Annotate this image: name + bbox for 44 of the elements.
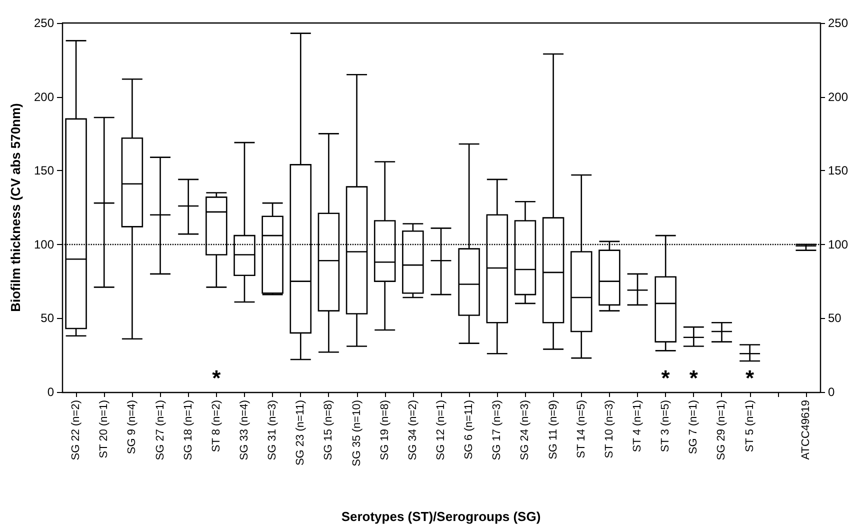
y2-tick-label: 250 xyxy=(828,16,848,30)
x-tick-label: SG 35 (n=10) xyxy=(350,400,363,466)
x-tick-label: ST 8 (n=2) xyxy=(210,400,222,452)
x-tick-label: ST 5 (n=1) xyxy=(744,400,756,452)
y2-tick-label: 150 xyxy=(828,164,848,178)
x-tick-label: SG 18 (n=1) xyxy=(182,400,194,460)
x-tick-label: SG 15 (n=8) xyxy=(322,400,335,460)
x-tick-label: ST 14 (n=5) xyxy=(575,400,588,458)
x-tick-label: SG 27 (n=1) xyxy=(154,400,166,460)
y-tick-label: 100 xyxy=(34,237,54,252)
x-tick-label: SG 31 (n=3) xyxy=(266,400,279,460)
x-tick-label: SG 29 (n=1) xyxy=(716,400,728,460)
x-tick-label: SG 19 (n=8) xyxy=(378,400,391,460)
x-tick-label: ST 4 (n=1) xyxy=(632,400,644,452)
x-tick-label: SG 34 (n=2) xyxy=(406,400,419,460)
y2-tick-label: 0 xyxy=(828,385,835,399)
x-tick-label: SG 7 (n=1) xyxy=(688,400,700,454)
x-tick-label: SG 23 (n=11) xyxy=(294,400,307,466)
x-tick-label: ST 20 (n=1) xyxy=(98,400,110,458)
x-tick-label: SG 33 (n=4) xyxy=(238,400,250,460)
y-tick-label: 0 xyxy=(47,385,54,399)
x-tick-label: SG 22 (n=2) xyxy=(70,400,82,460)
x-tick-label: ST 10 (n=3) xyxy=(603,400,616,458)
annotation: * xyxy=(661,366,670,390)
y-tick-label: 150 xyxy=(34,164,54,178)
y2-tick-label: 200 xyxy=(828,90,848,104)
y-tick-label: 200 xyxy=(34,90,54,104)
x-tick-label: SG 12 (n=1) xyxy=(435,400,447,460)
x-tick-label: ATCC49619 xyxy=(800,400,812,460)
y-axis-title: Biofilm thickness (CV abs 570nm) xyxy=(8,103,23,312)
x-tick-label: SG 6 (n=11) xyxy=(463,400,476,460)
annotation: * xyxy=(689,366,698,390)
x-tick-label: SG 11 (n=9) xyxy=(547,400,560,460)
x-tick-label: SG 24 (n=3) xyxy=(519,400,532,460)
x-axis-title: Serotypes (ST)/Serogroups (SG) xyxy=(341,509,541,524)
y-tick-label: 250 xyxy=(34,16,54,30)
x-tick-label: SG 9 (n=4) xyxy=(126,400,138,454)
annotation: * xyxy=(212,366,222,390)
x-tick-label: ST 3 (n=5) xyxy=(660,400,672,452)
x-tick-label: SG 17 (n=3) xyxy=(491,400,504,460)
annotation: * xyxy=(746,366,755,390)
y-tick-label: 50 xyxy=(40,311,54,326)
y2-tick-label: 50 xyxy=(828,311,842,326)
y2-tick-label: 100 xyxy=(828,237,848,252)
